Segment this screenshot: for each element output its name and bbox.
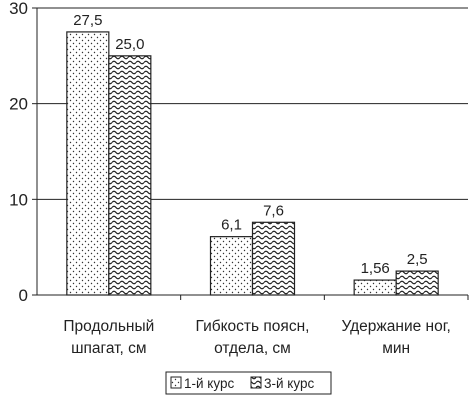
labels-layer: 27,5 25,0 Продольный шпагат, см 6,1 7,6 Гибкос… — [63, 12, 450, 357]
bar-1-3 — [353, 279, 397, 296]
legend-swatch-1 — [170, 376, 182, 389]
legend-box — [165, 371, 332, 395]
bar-2-2 — [251, 221, 296, 296]
legend-swatch-2 — [250, 376, 262, 389]
category-label: отдела, см — [214, 340, 291, 357]
category-label: Гибкость поясн, — [196, 318, 310, 335]
bar-1-2 — [209, 236, 254, 296]
data-label: 2,5 — [407, 251, 428, 268]
y-tick-label: 0 — [19, 286, 28, 305]
y-tick-label: 20 — [9, 95, 28, 114]
category-label: Продольный — [63, 318, 154, 335]
bar-2-1 — [108, 55, 152, 296]
legend-label-1: 1-й курс — [184, 376, 234, 391]
y-tick-label: 10 — [9, 190, 28, 209]
legend-label-2: 3-й курс — [264, 376, 314, 391]
bar-1-1 — [66, 31, 110, 296]
data-label: 6,1 — [221, 217, 242, 234]
category-label: мин — [382, 340, 410, 357]
data-label: 7,6 — [263, 202, 284, 219]
y-tick-label: 30 — [9, 0, 28, 18]
category-label: шпагат, см — [71, 340, 146, 357]
data-label: 25,0 — [115, 36, 144, 53]
bars-layer — [66, 31, 439, 296]
data-label: 1,56 — [361, 260, 390, 277]
legend: 1-й курс 3-й курс — [165, 371, 332, 395]
bar-2-3 — [395, 270, 439, 296]
data-label: 27,5 — [73, 12, 102, 29]
category-label: Удержание ног, — [342, 318, 451, 335]
